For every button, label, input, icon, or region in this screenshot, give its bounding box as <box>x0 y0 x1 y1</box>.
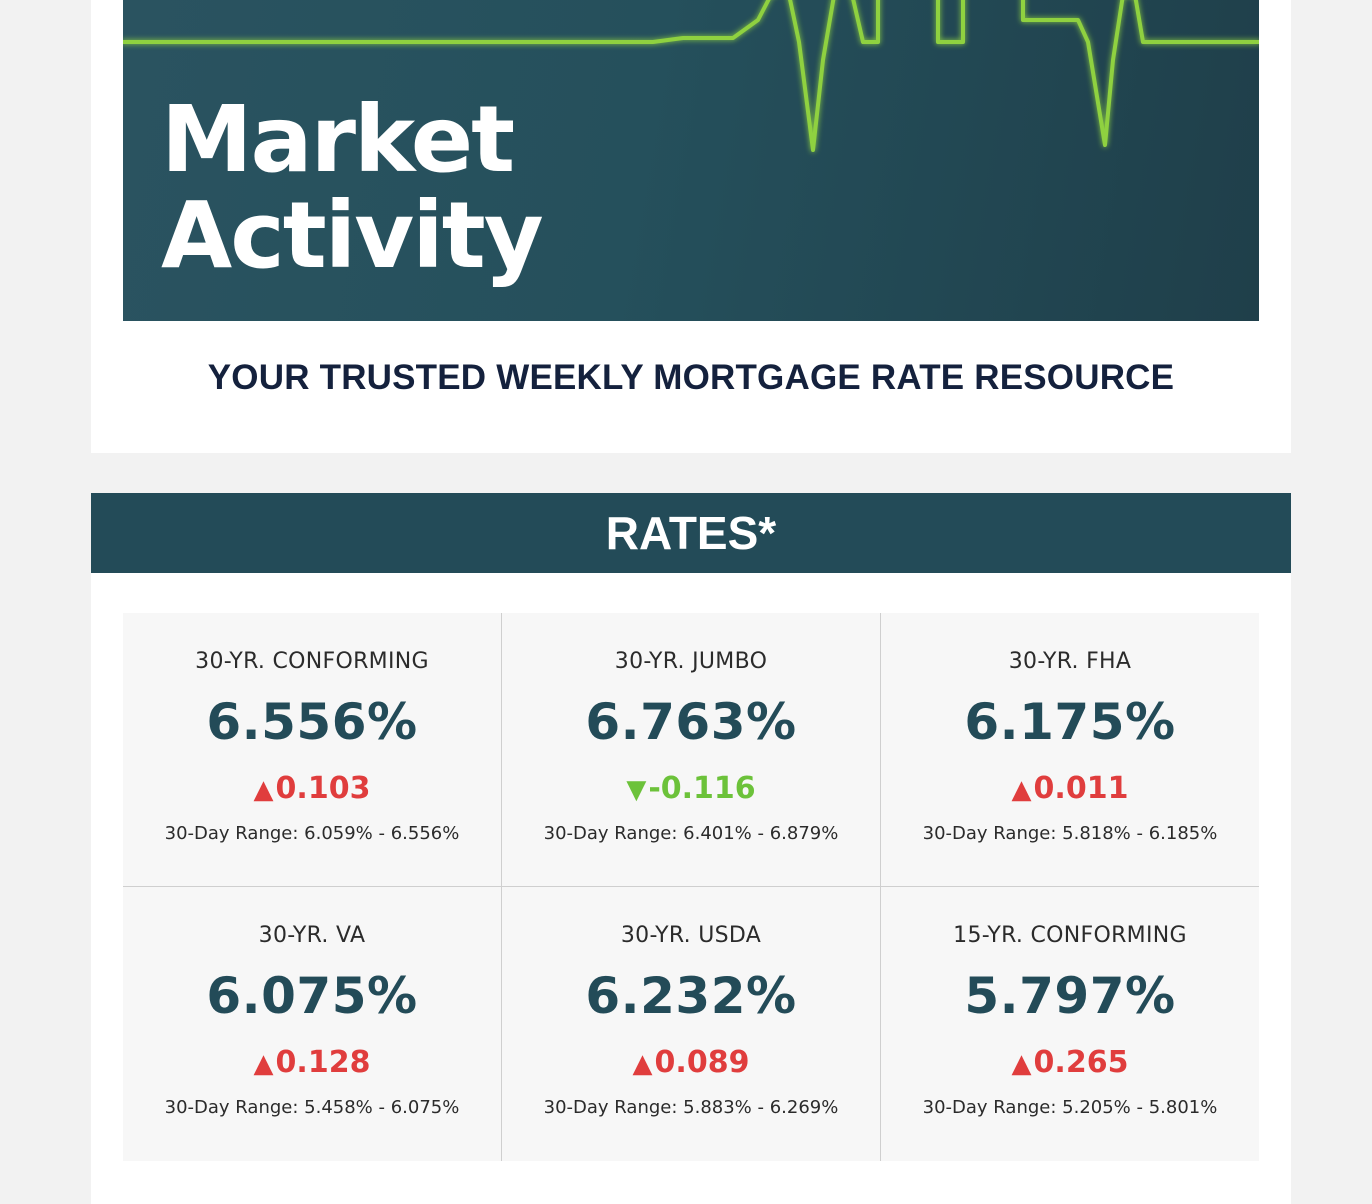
heartbeat-line-icon <box>123 0 1259 152</box>
arrow-up-icon: ▲ <box>632 1049 653 1079</box>
rate-change-value: 0.128 <box>275 1045 371 1080</box>
rate-label: 30-YR. FHA <box>1008 649 1132 674</box>
banner-title: Market Activity <box>161 92 544 284</box>
rate-value: 6.175% <box>964 693 1176 751</box>
rate-label: 30-YR. USDA <box>620 923 762 948</box>
market-activity-banner: Market Activity <box>123 0 1259 321</box>
arrow-up-icon: ▲ <box>1011 1049 1032 1079</box>
rate-value: 6.763% <box>585 693 797 751</box>
rate-change-value: 0.103 <box>275 771 371 806</box>
rate-card-30yr-usda: 30-YR. USDA 6.232% ▲0.089 30-Day Range: … <box>502 887 881 1161</box>
header-card: Market Activity YOUR TRUSTED WEEKLY MORT… <box>91 0 1291 453</box>
rate-value: 6.075% <box>206 967 418 1025</box>
rate-value: 6.556% <box>206 693 418 751</box>
rates-section-title: RATES* <box>91 493 1291 573</box>
rate-change: ▲0.089 <box>502 1045 880 1080</box>
rate-change-value: 0.011 <box>1033 771 1129 806</box>
arrow-up-icon: ▲ <box>1011 775 1032 805</box>
arrow-down-icon: ▼ <box>626 775 647 805</box>
rate-range: 30-Day Range: 5.458% - 6.075% <box>164 1097 460 1118</box>
arrow-up-icon: ▲ <box>253 1049 274 1079</box>
rate-change: ▲0.011 <box>881 771 1259 806</box>
rate-card-30yr-conforming: 30-YR. CONFORMING 6.556% ▲0.103 30-Day R… <box>123 613 502 887</box>
rate-change: ▲0.103 <box>123 771 501 806</box>
banner-title-line2: Activity <box>161 182 544 289</box>
rate-range: 30-Day Range: 5.818% - 6.185% <box>922 823 1218 844</box>
tagline: YOUR TRUSTED WEEKLY MORTGAGE RATE RESOUR… <box>207 358 1175 397</box>
rate-range: 30-Day Range: 6.059% - 6.556% <box>164 823 460 844</box>
rate-change: ▲0.128 <box>123 1045 501 1080</box>
rate-range: 30-Day Range: 6.401% - 6.879% <box>543 823 839 844</box>
rate-label: 30-YR. JUMBO <box>614 649 768 674</box>
rate-change-value: -0.116 <box>648 771 756 806</box>
rate-label: 30-YR. CONFORMING <box>195 649 429 674</box>
rate-range: 30-Day Range: 5.205% - 5.801% <box>922 1097 1218 1118</box>
rate-value: 6.232% <box>585 967 797 1025</box>
rate-card-30yr-va: 30-YR. VA 6.075% ▲0.128 30-Day Range: 5.… <box>123 887 502 1161</box>
rate-change-value: 0.265 <box>1033 1045 1129 1080</box>
rate-range: 30-Day Range: 5.883% - 6.269% <box>543 1097 839 1118</box>
banner-title-line1: Market <box>161 86 515 193</box>
rate-change-value: 0.089 <box>654 1045 750 1080</box>
rate-card-30yr-jumbo: 30-YR. JUMBO 6.763% ▼-0.116 30-Day Range… <box>502 613 881 887</box>
rate-card-15yr-conforming: 15-YR. CONFORMING 5.797% ▲0.265 30-Day R… <box>881 887 1259 1161</box>
rate-value: 5.797% <box>964 967 1176 1025</box>
rate-change: ▼-0.116 <box>502 771 880 806</box>
rate-label: 15-YR. CONFORMING <box>953 923 1187 948</box>
rate-change: ▲0.265 <box>881 1045 1259 1080</box>
rate-card-30yr-fha: 30-YR. FHA 6.175% ▲0.011 30-Day Range: 5… <box>881 613 1259 887</box>
arrow-up-icon: ▲ <box>253 775 274 805</box>
rate-label: 30-YR. VA <box>258 923 366 948</box>
rates-section: 30-YR. CONFORMING 6.556% ▲0.103 30-Day R… <box>91 573 1291 1204</box>
rates-grid: 30-YR. CONFORMING 6.556% ▲0.103 30-Day R… <box>123 613 1259 1161</box>
